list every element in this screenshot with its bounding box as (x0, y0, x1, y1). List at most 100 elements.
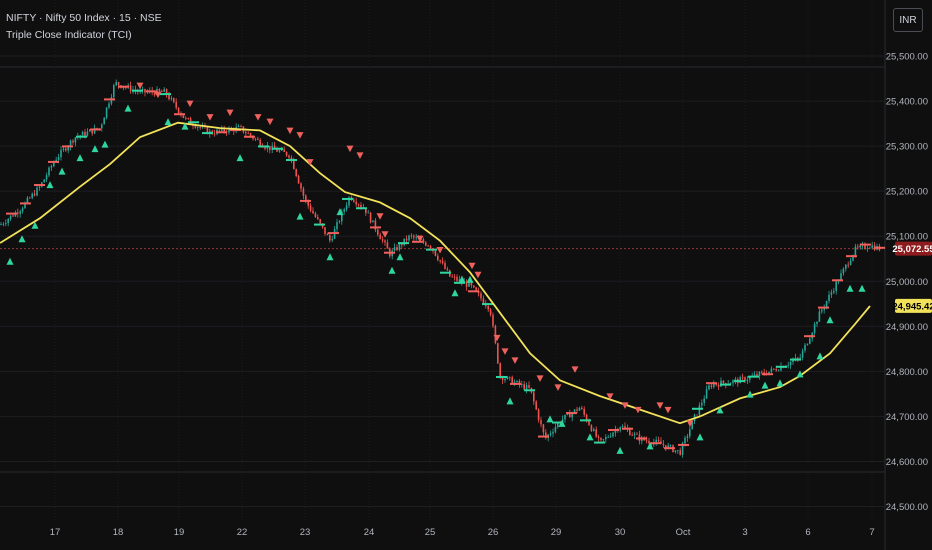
candle-body (732, 380, 734, 384)
candle-body (410, 235, 413, 237)
candle-body (245, 132, 247, 134)
candle-body (357, 204, 360, 206)
candle-body (830, 292, 833, 295)
candle-body (501, 376, 504, 381)
candle-body (305, 195, 307, 201)
candle-body (237, 126, 240, 128)
candle-body (153, 92, 156, 95)
y-axis: 25,500.00 25,400.00 25,300.00 25,200.00 25,1… (886, 52, 928, 513)
candle-body (753, 374, 756, 376)
candle-body (588, 420, 590, 426)
candle-body (307, 200, 309, 206)
candle-body (705, 389, 708, 399)
candle-body (273, 145, 276, 150)
candle-body (578, 407, 581, 411)
candle-body (67, 146, 69, 151)
candle-body (518, 380, 521, 385)
buy-marker (388, 266, 396, 274)
candle-body (696, 414, 698, 416)
candle-body (458, 279, 461, 281)
buy-marker (826, 316, 834, 324)
candle-body (254, 138, 257, 140)
candle-body (189, 118, 192, 124)
candle-body (213, 133, 216, 135)
candle-body (691, 420, 693, 430)
candle-body (33, 193, 36, 196)
x-tick-label: 6 (805, 527, 810, 538)
candle-body (710, 385, 713, 387)
candle-body (842, 268, 845, 274)
candle-body (542, 424, 545, 433)
candle-body (81, 131, 84, 136)
buy-marker (558, 419, 566, 427)
candle-body (377, 229, 379, 235)
candle-body (813, 323, 816, 333)
candle-body (331, 238, 333, 241)
candle-body (45, 175, 48, 180)
candle-body (612, 432, 614, 437)
buy-marker (546, 415, 554, 423)
sell-marker (286, 127, 294, 135)
indicator-title[interactable]: Triple Close Indicator (TCI) (6, 29, 132, 41)
candle-body (631, 435, 633, 436)
y-tick-label: 25,300.00 (886, 142, 928, 153)
candle-body (62, 148, 65, 150)
candle-body (326, 233, 329, 236)
symbol-title[interactable]: NIFTY · Nifty 50 Index · 15 · NSE (6, 12, 162, 24)
x-tick-label: 19 (174, 527, 185, 538)
buy-marker (451, 289, 459, 297)
candle-body (264, 147, 266, 149)
candle-body (175, 101, 177, 108)
candle-body (168, 94, 170, 100)
moving-average-label: 24,945.42 (892, 301, 932, 312)
buy-marker (124, 104, 132, 112)
candle-body (437, 255, 439, 261)
candle-body (302, 188, 305, 196)
currency-button[interactable]: INR (893, 8, 923, 32)
candle-body (597, 436, 600, 438)
candle-body (48, 167, 50, 176)
buy-marker (236, 154, 244, 162)
buy-marker (396, 253, 404, 261)
sell-marker (468, 262, 476, 270)
candle-body (300, 183, 302, 189)
candle-body (669, 445, 672, 447)
candle-body (312, 210, 314, 214)
buy-marker (716, 406, 724, 414)
candle-body (775, 369, 777, 371)
candle-body (182, 115, 185, 119)
moving-average-badge: 24,945.42 (892, 298, 932, 313)
buy-marker (776, 379, 784, 387)
candle-body (633, 433, 636, 436)
candle-body (405, 238, 408, 241)
candle-body (866, 248, 869, 250)
candle-body (259, 139, 261, 146)
candle-body (717, 384, 720, 387)
candle-body (506, 376, 509, 380)
buy-marker (76, 154, 84, 162)
candle-body (36, 187, 38, 196)
candle-body (374, 220, 377, 230)
sell-marker (266, 118, 274, 126)
candle-body (122, 87, 125, 89)
candle-body (29, 197, 31, 199)
candle-body (703, 398, 705, 404)
candle-body (278, 150, 281, 152)
candle-body (521, 384, 523, 385)
candle-body (583, 408, 585, 415)
candle-body (89, 129, 91, 132)
candle-body (91, 129, 93, 134)
candle-body (840, 273, 842, 281)
candle-body (825, 300, 828, 308)
candle-body (343, 209, 345, 212)
candle-body (806, 343, 809, 345)
candle-body (480, 293, 482, 299)
sell-marker (254, 114, 262, 121)
candle-body (624, 426, 626, 428)
y-tick-label: 24,900.00 (886, 322, 928, 333)
candle-body (295, 169, 297, 176)
candle-body (758, 371, 761, 376)
candle-body (456, 277, 458, 281)
buy-marker (696, 433, 704, 441)
